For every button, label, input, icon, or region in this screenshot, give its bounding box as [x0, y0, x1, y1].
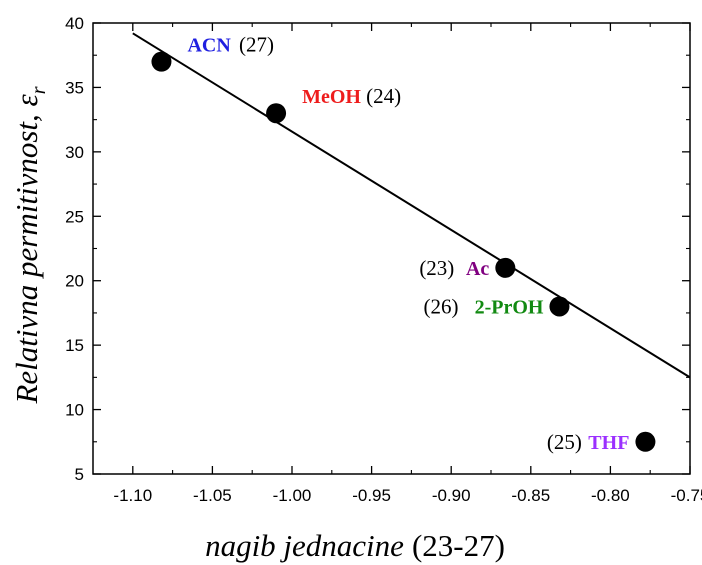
label-ac: Ac (23) — [419, 256, 489, 280]
y-tick-label: 15 — [65, 336, 84, 355]
label-thf: THF (25) — [547, 430, 630, 454]
x-tick-label: -1.05 — [193, 486, 232, 505]
point-number: (25) — [547, 430, 582, 454]
point-acn — [151, 51, 172, 72]
y-axis-title-subscript: r — [28, 86, 50, 94]
x-tick-label: -1.10 — [113, 486, 152, 505]
x-tick-label: -0.80 — [591, 486, 630, 505]
point-ac — [495, 257, 516, 278]
x-tick-label: -0.75 — [671, 486, 702, 505]
point-labels: ACN (27) MeOH (24) Ac (23) 2-PrOH (26) THF (25) — [187, 33, 629, 454]
x-tick-label: -0.95 — [352, 486, 391, 505]
y-tick-label: 5 — [75, 465, 84, 484]
point-2-proh — [549, 296, 570, 317]
data-points — [151, 51, 656, 452]
x-axis-title: nagib jednacine (23-27) — [205, 528, 505, 563]
y-axis-title: Relativna permitivnost, εr — [9, 86, 50, 404]
point-thf — [635, 431, 656, 452]
y-tick-label: 35 — [65, 78, 84, 97]
fit-line-group — [132, 32, 691, 379]
point-name: ACN — [187, 35, 231, 57]
y-tick-label: 30 — [65, 143, 84, 162]
x-tick-label: -0.85 — [511, 486, 550, 505]
point-name: MeOH — [302, 86, 361, 108]
label-acn: ACN (27) — [187, 33, 274, 57]
y-tick-label: 25 — [65, 207, 84, 226]
x-axis-title-italic: nagib jednacine — [205, 528, 404, 563]
point-name: 2-PrOH — [475, 296, 544, 318]
label-meoh: MeOH (24) — [302, 84, 401, 108]
fit-line — [132, 32, 691, 379]
axis-ticks — [93, 22, 691, 475]
y-axis-title-main: Relativna permitivnost, ε — [9, 93, 44, 404]
point-meoh — [266, 103, 287, 124]
x-tick-label: -0.90 — [432, 486, 471, 505]
tick-labels: -1.10 -1.05 -1.00 -0.95 -0.90 -0.85 -0.80 -0.7 5… — [65, 14, 702, 505]
point-number: (27) — [239, 33, 274, 57]
y-tick-label: 10 — [65, 401, 84, 420]
point-name: THF — [588, 432, 629, 454]
y-tick-label: 20 — [65, 272, 84, 291]
y-tick-label: 40 — [65, 14, 84, 33]
point-number: (24) — [366, 84, 401, 108]
label-2-proh: 2-PrOH (26) — [423, 294, 543, 318]
point-number: (26) — [423, 294, 458, 318]
x-tick-label: -1.00 — [273, 486, 312, 505]
point-number: (23) — [419, 256, 454, 280]
point-name: Ac — [466, 258, 489, 280]
x-axis-title-upright: (23-27) — [412, 528, 505, 563]
